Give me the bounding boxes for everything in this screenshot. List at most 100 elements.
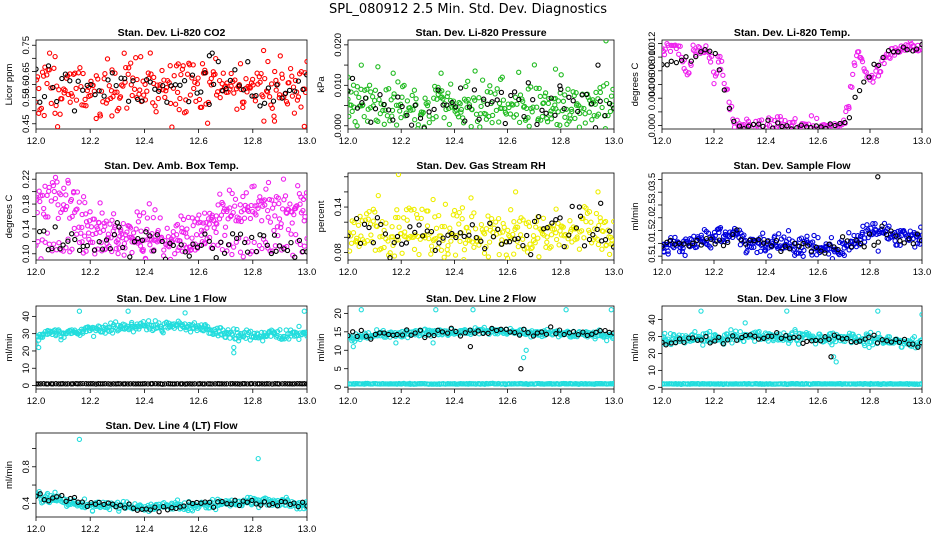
data-point bbox=[278, 221, 284, 227]
data-point bbox=[520, 242, 526, 249]
data-point bbox=[96, 239, 102, 245]
data-point bbox=[151, 74, 157, 81]
data-point bbox=[42, 239, 48, 245]
data-point bbox=[395, 214, 401, 221]
data-point bbox=[487, 220, 493, 226]
data-point bbox=[756, 328, 762, 335]
data-point bbox=[109, 330, 116, 336]
y-tick-label: 0.012 bbox=[647, 32, 658, 56]
data-point bbox=[677, 43, 683, 49]
data-point bbox=[906, 236, 912, 242]
data-point bbox=[879, 337, 885, 343]
data-point bbox=[366, 82, 373, 88]
data-point bbox=[456, 221, 462, 227]
data-point bbox=[52, 53, 58, 60]
data-point bbox=[572, 115, 578, 122]
data-point bbox=[282, 381, 288, 387]
data-point bbox=[381, 101, 387, 108]
data-point bbox=[662, 330, 668, 337]
data-point bbox=[580, 329, 586, 335]
data-point bbox=[249, 380, 255, 387]
data-point bbox=[866, 231, 873, 237]
y-tick-label: 5 bbox=[333, 366, 344, 371]
data-point bbox=[221, 250, 228, 256]
data-point bbox=[90, 333, 97, 340]
data-point bbox=[829, 342, 835, 348]
data-point bbox=[348, 96, 351, 102]
data-point bbox=[708, 236, 714, 242]
data-point bbox=[192, 381, 198, 387]
data-point bbox=[403, 240, 410, 246]
data-point bbox=[720, 72, 726, 78]
data-point bbox=[919, 381, 922, 387]
data-point bbox=[500, 97, 507, 103]
x-tick-label: 13.0 bbox=[298, 396, 317, 407]
data-point bbox=[125, 308, 131, 314]
data-point bbox=[394, 207, 400, 213]
data-point bbox=[81, 233, 88, 239]
x-tick-label: 12.8 bbox=[244, 136, 263, 147]
data-point bbox=[173, 223, 179, 229]
data-point bbox=[449, 230, 455, 237]
data-point bbox=[569, 203, 575, 210]
data-point bbox=[742, 332, 749, 339]
data-point bbox=[127, 225, 134, 231]
data-point bbox=[481, 96, 487, 102]
data-point bbox=[292, 88, 298, 94]
data-point bbox=[737, 242, 744, 248]
data-point bbox=[53, 381, 59, 387]
data-point bbox=[232, 203, 238, 209]
data-point bbox=[40, 73, 47, 79]
data-point bbox=[411, 246, 418, 253]
data-point bbox=[574, 234, 580, 240]
data-point bbox=[813, 123, 819, 129]
data-point bbox=[469, 106, 475, 113]
data-point bbox=[776, 231, 782, 237]
x-tick-label: 12.6 bbox=[809, 136, 828, 147]
data-point bbox=[358, 62, 364, 68]
data-point bbox=[147, 233, 153, 239]
data-point bbox=[123, 64, 129, 71]
data-point bbox=[871, 74, 877, 81]
data-point bbox=[461, 247, 468, 253]
data-point bbox=[530, 233, 537, 239]
data-point bbox=[466, 102, 473, 108]
data-point bbox=[125, 381, 131, 387]
data-point bbox=[122, 381, 128, 387]
data-point bbox=[130, 329, 137, 335]
data-point bbox=[730, 333, 736, 339]
data-point bbox=[147, 79, 153, 85]
data-point bbox=[676, 51, 682, 57]
data-point bbox=[266, 381, 272, 387]
data-point bbox=[106, 506, 113, 513]
x-tick-label: 12.8 bbox=[861, 267, 880, 278]
data-point bbox=[729, 340, 735, 346]
data-point bbox=[561, 331, 567, 338]
x-tick-label: 12.8 bbox=[861, 136, 880, 147]
data-point bbox=[152, 207, 158, 213]
plot-frame bbox=[35, 39, 308, 130]
data-point bbox=[36, 381, 39, 387]
data-point bbox=[189, 215, 195, 221]
data-point bbox=[436, 240, 442, 246]
data-point bbox=[287, 65, 294, 72]
data-point bbox=[457, 230, 463, 236]
data-point bbox=[765, 338, 771, 344]
data-point bbox=[227, 77, 234, 84]
data-point bbox=[866, 334, 872, 340]
data-point bbox=[36, 341, 39, 347]
data-point bbox=[294, 97, 301, 103]
data-point bbox=[109, 67, 115, 73]
data-point bbox=[548, 95, 554, 101]
data-point bbox=[461, 256, 467, 260]
data-point bbox=[396, 224, 402, 230]
data-point bbox=[269, 105, 275, 111]
data-point bbox=[88, 78, 94, 84]
data-point bbox=[381, 330, 387, 336]
data-point bbox=[279, 381, 286, 387]
data-point bbox=[385, 238, 391, 244]
data-point bbox=[496, 119, 502, 125]
data-point bbox=[544, 225, 550, 231]
data-point bbox=[221, 381, 228, 387]
data-point bbox=[875, 308, 881, 314]
